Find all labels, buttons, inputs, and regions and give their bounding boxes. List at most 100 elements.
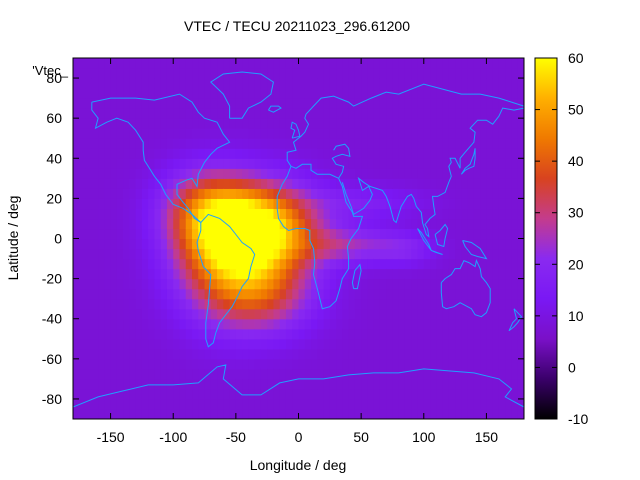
- heat-cell: [398, 278, 406, 290]
- heat-cell: [85, 308, 93, 320]
- heat-cell: [505, 138, 513, 149]
- heat-cell: [217, 238, 224, 250]
- heat-cell: [223, 398, 231, 410]
- heat-cell: [473, 188, 481, 199]
- heat-cell: [298, 298, 306, 310]
- heat-cell: [480, 318, 488, 330]
- heat-cell: [85, 358, 93, 370]
- heat-cell: [398, 148, 406, 159]
- heat-cell: [517, 178, 524, 189]
- heat-cell: [461, 88, 469, 99]
- heat-cell: [148, 318, 156, 330]
- heat-cell: [392, 338, 400, 350]
- heat-cell: [323, 288, 331, 300]
- heat-cell: [448, 248, 456, 260]
- heat-cell: [123, 158, 130, 169]
- heat-cell: [417, 398, 425, 410]
- heat-cell: [129, 68, 137, 79]
- heat-cell: [223, 128, 231, 139]
- heat-cell: [354, 108, 362, 119]
- heat-cell: [386, 108, 394, 119]
- heat-cell: [217, 338, 224, 350]
- heat-cell: [480, 108, 488, 119]
- heat-cell: [436, 338, 444, 350]
- heat-cell: [160, 118, 168, 129]
- heat-cell: [166, 278, 174, 290]
- heat-cell: [329, 78, 337, 89]
- heat-cell: [73, 138, 80, 149]
- heat-cell: [517, 338, 524, 350]
- heat-cell: [467, 238, 475, 250]
- heat-cell: [173, 248, 181, 260]
- heat-cell: [242, 328, 249, 340]
- heat-cell: [473, 398, 481, 410]
- heat-cell: [354, 78, 362, 89]
- heat-cell: [486, 198, 494, 210]
- heat-cell: [467, 318, 475, 330]
- heat-cell: [304, 348, 312, 360]
- heat-cell: [260, 68, 268, 79]
- heat-cell: [448, 128, 456, 139]
- heat-cell: [448, 408, 456, 419]
- heat-cell: [373, 188, 381, 199]
- heat-cell: [404, 408, 412, 419]
- heat-cell: [342, 298, 350, 310]
- heat-cell: [448, 68, 456, 79]
- heat-cell: [336, 198, 343, 210]
- heat-cell: [386, 388, 394, 400]
- heat-cell: [279, 288, 287, 300]
- heat-cell: [242, 158, 249, 169]
- heat-cell: [285, 178, 293, 189]
- heat-cell: [292, 78, 300, 89]
- heat-cell: [166, 148, 174, 159]
- heat-cell: [373, 348, 381, 360]
- heat-cell: [204, 328, 212, 340]
- heat-cell: [492, 88, 500, 99]
- heat-cell: [505, 218, 513, 230]
- heat-cell: [73, 108, 80, 119]
- heat-cell: [361, 218, 369, 230]
- heat-cell: [417, 218, 425, 230]
- heat-cell: [110, 58, 118, 69]
- heat-cell: [166, 328, 174, 340]
- heat-cell: [455, 258, 462, 270]
- heat-cell: [135, 238, 143, 250]
- heat-cell: [192, 358, 199, 370]
- heat-cell: [455, 248, 462, 260]
- heat-cell: [173, 168, 181, 179]
- heat-cell: [273, 88, 281, 99]
- heat-cell: [185, 298, 193, 310]
- heat-cell: [79, 88, 87, 99]
- heat-cell: [91, 238, 99, 250]
- heat-cell: [217, 178, 224, 189]
- heat-cell: [173, 328, 181, 340]
- heat-cell: [192, 148, 199, 159]
- heat-cell: [273, 338, 281, 350]
- heat-cell: [517, 318, 524, 330]
- heat-cell: [404, 98, 412, 109]
- heat-cell: [210, 228, 218, 240]
- heat-cell: [223, 258, 231, 270]
- heat-cell: [367, 88, 375, 99]
- heat-cell: [198, 378, 206, 390]
- heat-cell: [361, 268, 369, 280]
- heat-cell: [411, 68, 419, 79]
- heat-cell: [455, 178, 462, 189]
- heat-cell: [185, 58, 193, 69]
- heat-cell: [511, 228, 519, 240]
- heat-cell: [198, 398, 206, 410]
- heat-cell: [185, 98, 193, 109]
- heat-cell: [235, 138, 243, 149]
- heat-cell: [492, 328, 500, 340]
- heat-cell: [129, 138, 137, 149]
- heat-cell: [436, 258, 444, 270]
- heat-cell: [148, 148, 156, 159]
- heat-cell: [85, 348, 93, 360]
- heat-cell: [166, 338, 174, 350]
- heat-cell: [498, 88, 506, 99]
- heat-cell: [185, 378, 193, 390]
- heat-cell: [79, 288, 87, 300]
- heat-cell: [179, 198, 187, 210]
- heat-cell: [279, 378, 287, 390]
